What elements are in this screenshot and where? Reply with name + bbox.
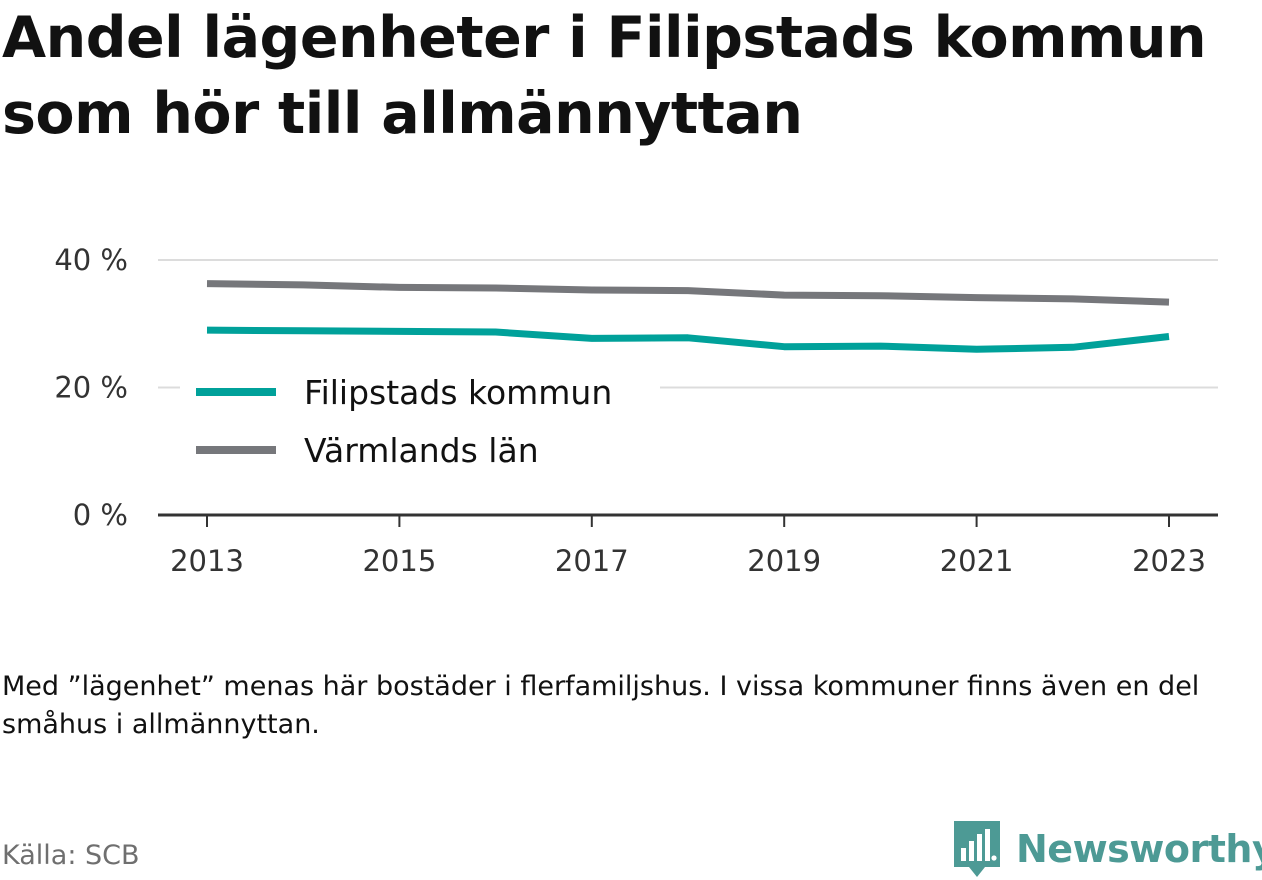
line-chart: 0 % 20 % 40 % 2013 2015 2017 2019 2021 2023 Fil… xyxy=(54,243,1218,578)
x-tick-label: 2015 xyxy=(362,544,436,578)
x-tick-label: 2013 xyxy=(170,544,244,578)
legend-label: Värmlands län xyxy=(304,431,539,470)
x-tick-label: 2021 xyxy=(940,544,1014,578)
series-lines xyxy=(206,280,1170,353)
newsworthy-logo-icon xyxy=(954,821,1000,877)
source-label: Källa: SCB xyxy=(2,840,140,871)
chart-title: Andel lägenheter i Filipstads kommun som… xyxy=(2,5,1207,147)
x-tick-label: 2017 xyxy=(555,544,629,578)
chart-note: Med ”lägenhet” menas här bostäder i fler… xyxy=(2,671,1200,740)
x-axis-ticks: 2013 2015 2017 2019 2021 2023 xyxy=(170,515,1206,578)
y-tick-label: 0 % xyxy=(73,498,128,532)
series-line xyxy=(206,326,1170,353)
legend: Filipstads kommun Värmlands län xyxy=(180,365,660,473)
x-tick-label: 2019 xyxy=(747,544,821,578)
y-tick-label: 40 % xyxy=(54,243,128,277)
legend-label: Filipstads kommun xyxy=(304,373,612,412)
y-axis-ticks: 0 % 20 % 40 % xyxy=(54,243,128,532)
brand-name: Newsworthy xyxy=(1016,827,1262,871)
series-line xyxy=(206,280,1170,306)
brand-logo: Newsworthy xyxy=(952,818,1262,880)
x-tick-label: 2023 xyxy=(1132,544,1206,578)
y-tick-label: 20 % xyxy=(54,371,128,405)
